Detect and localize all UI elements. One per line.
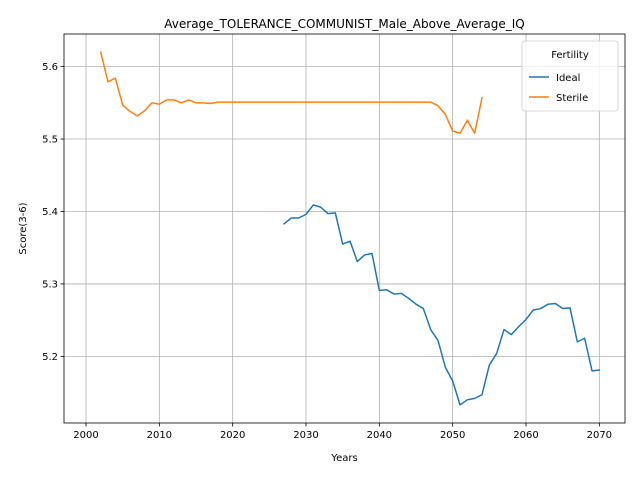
x-axis-label: Years (330, 453, 357, 464)
y-axis-label: Score(3-6) (18, 202, 29, 254)
x-tick-label: 2060 (513, 430, 538, 441)
legend-box (521, 40, 619, 112)
series-lines (99, 51, 601, 406)
x-tick-label: 2030 (293, 430, 318, 441)
legend: Fertility Ideal Sterile (521, 40, 619, 112)
legend-label-sterile: Sterile (556, 93, 588, 104)
y-tick-label: 5.6 (42, 62, 58, 73)
y-tick-label: 5.4 (42, 207, 58, 218)
x-axis-ticks: 2000 2010 2020 2030 2040 2050 2060 2070 (73, 423, 612, 441)
plot-frame (63, 33, 626, 424)
y-tick-label: 5.3 (42, 279, 58, 290)
x-tick-label: 2020 (220, 430, 245, 441)
y-tick-label: 5.5 (42, 135, 58, 146)
x-tick-label: 2070 (587, 430, 612, 441)
chart-title: Average_TOLERANCE_COMMUNIST_Male_Above_A… (164, 17, 524, 31)
legend-title: Fertility (551, 50, 589, 61)
legend-label-ideal: Ideal (556, 73, 580, 84)
x-tick-label: 2010 (147, 430, 172, 441)
series-line-ideal (282, 204, 601, 406)
series-line-sterile (99, 51, 483, 134)
x-tick-label: 2040 (367, 430, 392, 441)
y-axis-ticks: 5.2 5.3 5.4 5.5 5.6 (42, 62, 64, 363)
x-tick-label: 2000 (73, 430, 98, 441)
y-tick-label: 5.2 (42, 352, 58, 363)
x-tick-label: 2050 (440, 430, 465, 441)
